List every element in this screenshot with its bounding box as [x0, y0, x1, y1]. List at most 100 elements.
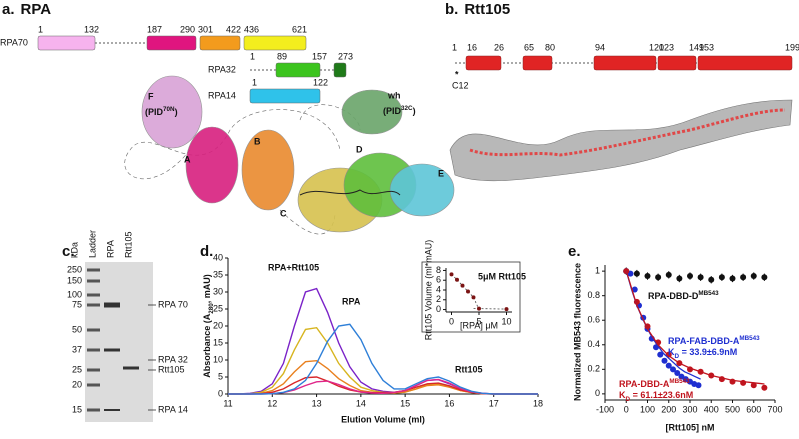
x-tick-label: 5 — [476, 316, 481, 326]
x-axis-label: [RPA] μM — [460, 320, 498, 330]
residue-number: 123 — [659, 42, 674, 52]
y-tick-label: 30 — [213, 286, 223, 296]
ladder-band — [87, 268, 100, 272]
ladder-label: 25 — [72, 364, 82, 374]
point — [718, 274, 725, 281]
y-tick-label: 0.4 — [587, 339, 600, 349]
point — [750, 273, 757, 280]
y-tick-label: 0.8 — [587, 290, 600, 300]
residue-number: 122 — [313, 77, 328, 87]
domain — [657, 55, 697, 71]
band-label: RPA 32 — [158, 354, 188, 364]
x-tick-label: 500 — [725, 404, 740, 414]
residue-number: 199 — [785, 42, 799, 52]
structure-sublabel-part: 70N — [163, 106, 175, 113]
y-axis-label: Rtt105 Volume (ml*mAU) — [423, 240, 433, 341]
annotation-part: MB543 — [739, 335, 760, 342]
protein-band — [104, 409, 120, 411]
structure-sublabel-part: 32C — [401, 105, 413, 112]
x-tick-label: 11 — [223, 398, 232, 408]
series-line — [228, 326, 538, 395]
ladder-label: 75 — [72, 299, 82, 309]
annotation: Rtt105 — [455, 364, 483, 374]
ladder-band — [87, 368, 100, 372]
point — [761, 384, 768, 391]
x-tick-label: 0 — [449, 316, 454, 326]
panel-label: d. — [200, 243, 213, 260]
structure-label: wh — [387, 90, 401, 100]
annotation: RPA-FAB-DBD-AMB543 — [668, 335, 760, 346]
point — [631, 286, 638, 293]
point — [750, 382, 757, 389]
point — [687, 273, 693, 280]
panel-title: a. RPA — [2, 1, 51, 18]
y-axis-label-part: 280 — [208, 303, 215, 314]
residue-number: 1 — [252, 77, 257, 87]
ladder-band — [87, 303, 100, 307]
y-tick-label: 5 — [218, 371, 223, 381]
ladder-label: 250 — [67, 264, 82, 274]
domain — [593, 55, 657, 71]
series-line — [228, 359, 538, 395]
marker-label: C12 — [452, 80, 469, 90]
point — [655, 274, 662, 281]
panel-title: b. Rtt105 — [445, 1, 510, 18]
y-tick-label: 6 — [436, 275, 441, 285]
x-tick-label: 15 — [400, 398, 410, 408]
y-tick-label: 0 — [595, 388, 600, 398]
residue-number: 65 — [524, 42, 534, 52]
annotation-part: RPA-FAB-DBD-A — [668, 336, 740, 346]
annotation: KD = 61.1±23.6nM — [619, 390, 693, 403]
domain — [465, 55, 502, 71]
fit-line — [625, 270, 765, 385]
ladder-label: 20 — [72, 379, 82, 389]
annotation-part: RPA-DBD-A — [619, 379, 670, 389]
domain — [275, 62, 321, 78]
protein-name: RPA32 — [208, 64, 236, 74]
point — [504, 307, 509, 312]
gel — [85, 262, 153, 422]
point — [661, 357, 668, 364]
x-tick-label: 10 — [501, 316, 511, 326]
structure-label: E — [438, 168, 444, 178]
x-axis-label: [Rtt105] nM — [666, 422, 715, 432]
ladder-label: 37 — [72, 344, 82, 354]
annotation: KD = 33.9±6.9nM — [668, 347, 737, 360]
residue-number: 1 — [452, 42, 457, 52]
residue-number: 187 — [147, 24, 162, 34]
y-axis-label-part: , mAU) — [202, 274, 212, 303]
point — [729, 275, 736, 282]
structure-sublabel: (PID70N) — [145, 106, 178, 117]
x-tick-label: 14 — [356, 398, 366, 408]
structure-sublabel-part: ) — [175, 107, 178, 117]
domain — [333, 62, 347, 78]
structure-sublabel-part: (PID — [383, 106, 402, 116]
residue-number: 132 — [84, 24, 99, 34]
panel-label: c. — [62, 243, 75, 260]
ladder-band — [87, 348, 100, 352]
point — [466, 289, 470, 294]
annotation-part: K — [668, 347, 675, 357]
residue-number: 120 — [649, 42, 664, 52]
residue-number: 157 — [312, 51, 327, 61]
residue-number: 422 — [226, 24, 241, 34]
lane-header: Ladder — [87, 230, 97, 258]
point — [449, 272, 454, 277]
residue-number: 1 — [250, 51, 255, 61]
point — [665, 271, 672, 278]
residue-number: 621 — [292, 24, 307, 34]
protein-name: RPA14 — [208, 90, 236, 100]
lane-header: kDa — [69, 242, 79, 258]
panel-title-part: RPA — [21, 1, 52, 18]
protein-band — [104, 348, 120, 352]
annotation: RPA+Rtt105 — [268, 262, 319, 272]
annotation-part: D — [675, 353, 680, 360]
point — [644, 273, 651, 280]
residue-number: 436 — [244, 24, 259, 34]
residue-number: 80 — [545, 42, 555, 52]
x-axis-label: Elution Volume (ml) — [341, 414, 425, 424]
point — [657, 351, 664, 358]
y-tick-label: 15 — [213, 337, 223, 347]
point — [674, 370, 681, 376]
